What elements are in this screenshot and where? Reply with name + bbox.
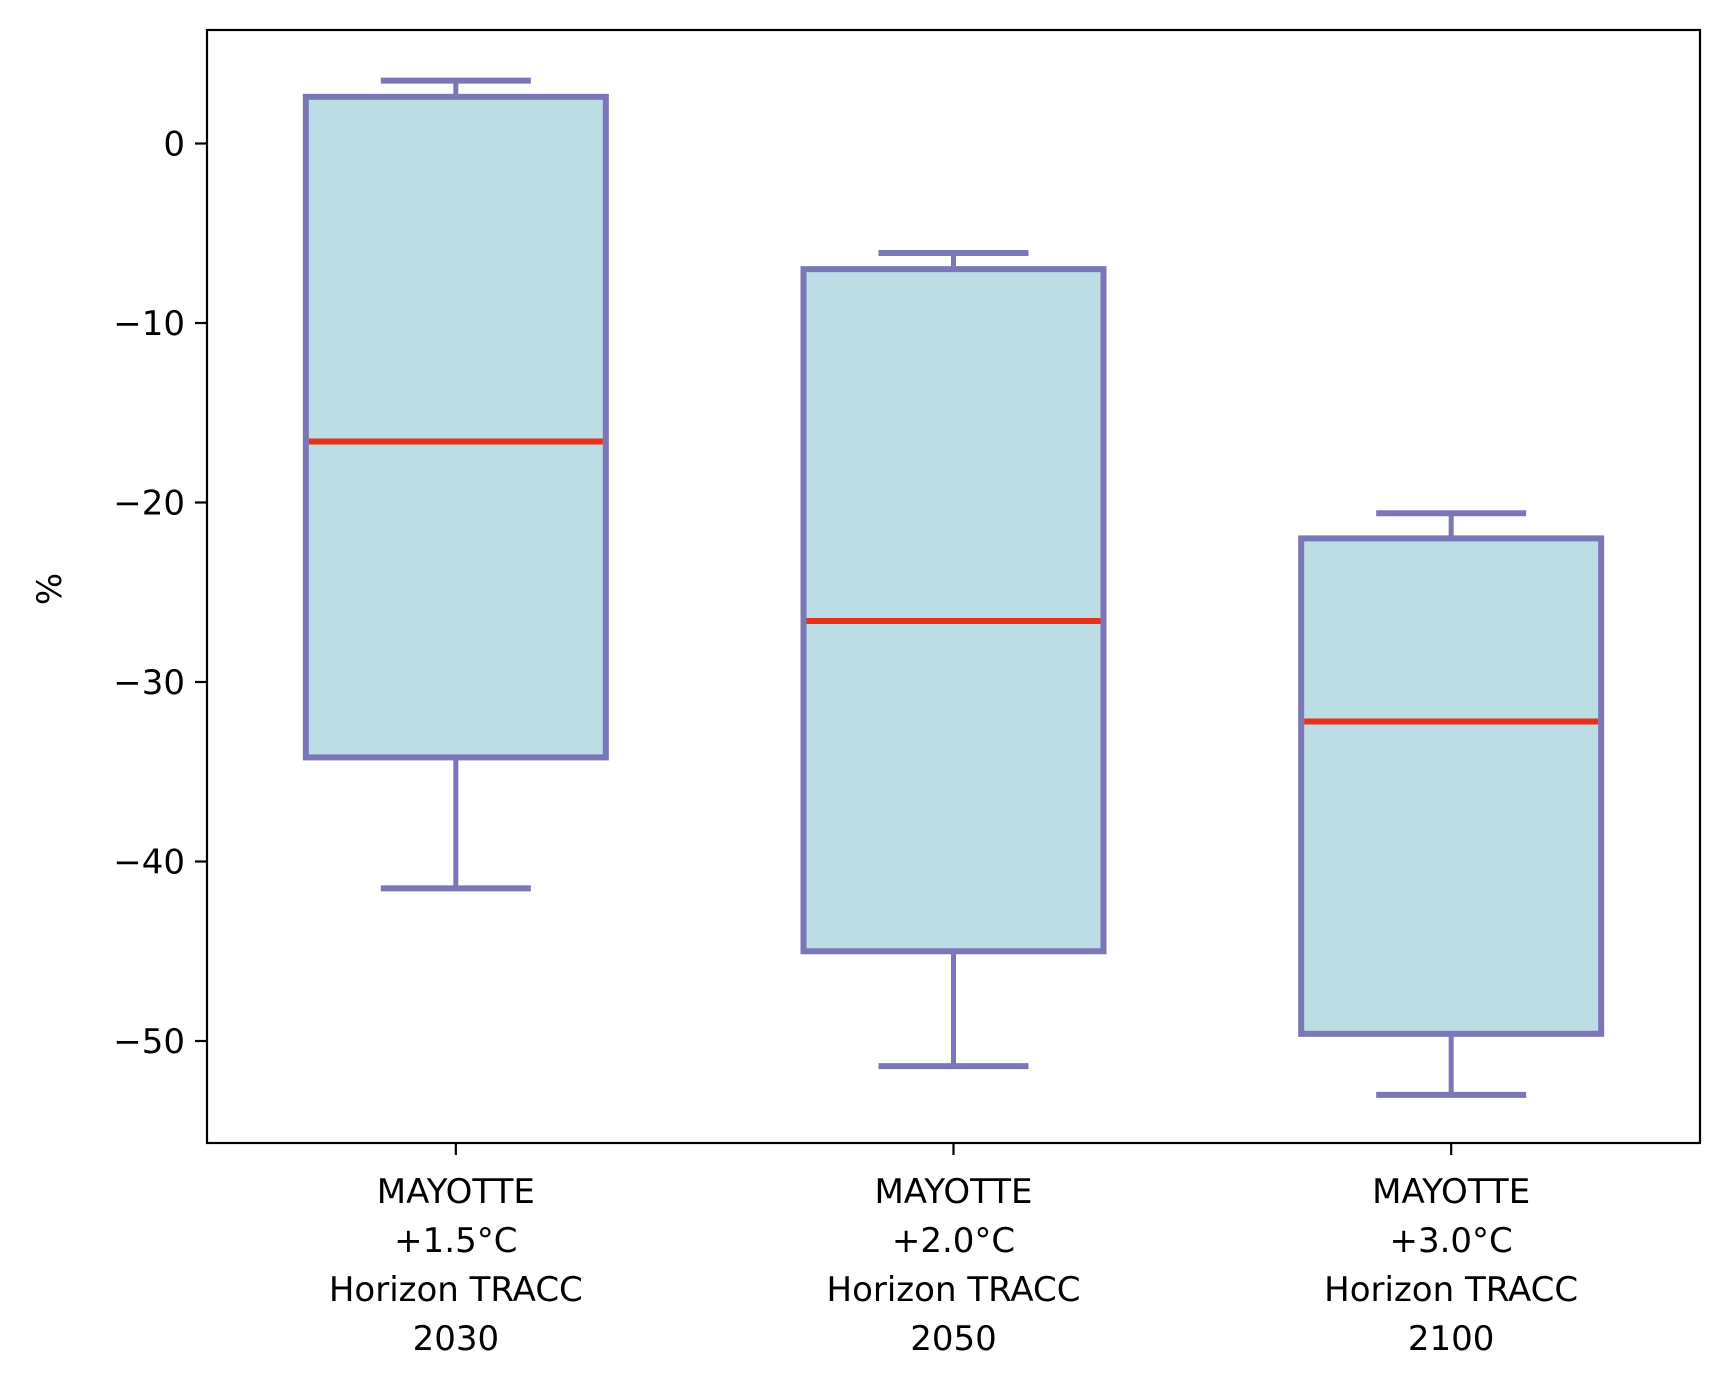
y-tick-label: 0 [163,125,185,165]
x-tick-label: MAYOTTE +1.5°C Horizon TRACC 2030 [329,1172,583,1359]
box-2 [800,266,1107,955]
y-tick-label: −10 [113,304,185,344]
y-tick-label: −50 [113,1022,185,1062]
y-tick-label: −30 [113,663,185,703]
x-tick-label: MAYOTTE +2.0°C Horizon TRACC 2050 [827,1172,1081,1359]
x-tick-label: MAYOTTE +3.0°C Horizon TRACC 2100 [1324,1172,1578,1359]
y-tick-label: −20 [113,484,185,524]
plot-area: 0 −10 −20 −30 −40 −50 MAYOTTE +1.5°C Horizon TRA… [113,28,1702,1359]
y-axis-label: % [30,573,70,605]
y-tick-label: −40 [113,843,185,883]
box-1 [302,93,609,761]
box-3 [1298,535,1605,1037]
